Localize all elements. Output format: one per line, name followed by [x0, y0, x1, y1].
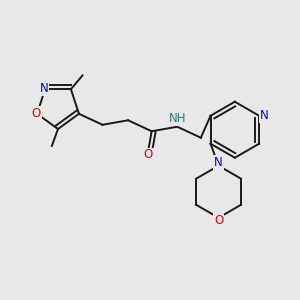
Text: O: O	[214, 214, 223, 227]
Text: N: N	[214, 156, 223, 169]
Text: O: O	[32, 107, 41, 120]
Text: NH: NH	[169, 112, 186, 125]
Text: O: O	[144, 148, 153, 161]
Text: N: N	[40, 82, 48, 95]
Text: N: N	[260, 109, 268, 122]
